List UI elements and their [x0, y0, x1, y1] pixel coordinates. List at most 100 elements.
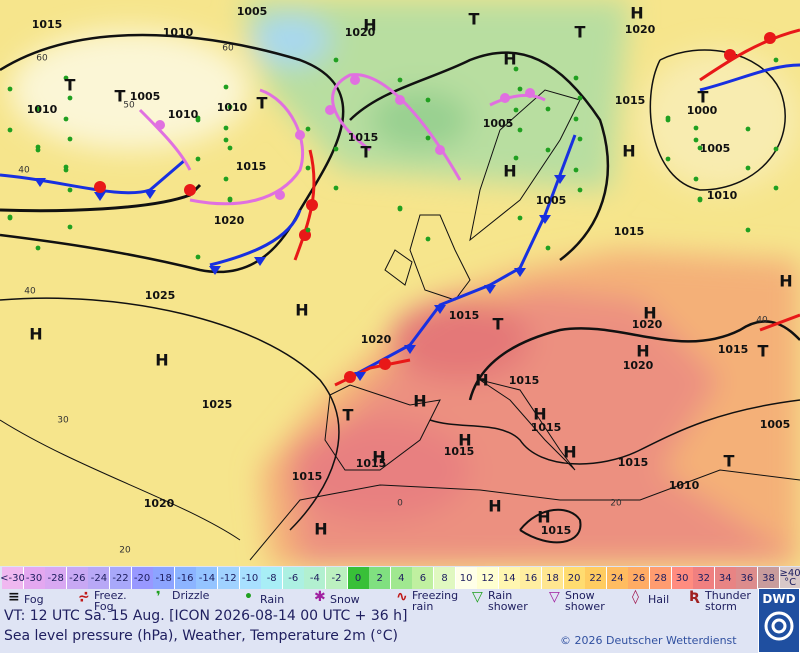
rain-symbol: [573, 116, 579, 122]
rain-symbol: [67, 187, 73, 193]
legend-label: Rain shower: [488, 589, 528, 613]
occlusion-marker: [350, 75, 360, 85]
system-label: T: [115, 87, 126, 106]
rain-symbol: [425, 97, 431, 103]
caption: Sea level pressure (hPa), Weather, Tempe…: [4, 628, 398, 644]
scale-cell: -18: [153, 567, 176, 589]
rain-symbol: [227, 145, 233, 151]
rain-symbol: [305, 227, 311, 233]
pressure-label: 1010: [217, 101, 248, 114]
rain-symbol: [697, 145, 703, 151]
rain-symbol: [223, 84, 229, 90]
system-label: H: [503, 50, 516, 69]
system-label: H: [503, 162, 516, 181]
legend-label: Fog: [24, 593, 44, 606]
rain-symbol: [333, 146, 339, 152]
system-label: T: [343, 406, 354, 425]
cold-front-marker: [209, 266, 221, 275]
warm-front-marker: [94, 181, 106, 193]
rain-symbol: [63, 164, 69, 170]
scale-cell: -4: [304, 567, 327, 589]
scale-cell: 0: [347, 567, 370, 589]
system-label: T: [361, 143, 372, 162]
cold-front-marker: [539, 215, 551, 224]
system-label: H: [363, 16, 376, 35]
scale-cell: 36: [736, 567, 759, 589]
pressure-label: 1015: [356, 457, 387, 470]
legend-label: Freez. Fog: [94, 589, 127, 613]
scale-cell: -12: [218, 567, 240, 589]
weather-symbols: [7, 57, 779, 260]
system-label: T: [575, 23, 586, 42]
rain-symbol: [745, 126, 751, 132]
pressure-label: 1005: [130, 90, 161, 103]
pressure-label: 1020: [214, 214, 245, 227]
scale-cell: -8: [261, 567, 284, 589]
scale-cell: 8: [434, 567, 456, 589]
pressure-label: 1015: [236, 160, 267, 173]
system-label: H: [622, 142, 635, 161]
pressure-label: 1015: [718, 343, 749, 356]
grid-label: 50: [123, 101, 135, 111]
legend-icon: ◊: [632, 589, 639, 605]
grid-label: 40: [18, 166, 30, 176]
pressure-label: 1015: [348, 131, 379, 144]
pressure-label: 1015: [292, 470, 323, 483]
pressure-label: 1025: [145, 289, 176, 302]
system-label: H: [155, 351, 168, 370]
system-label: H: [533, 405, 546, 424]
pressure-label: 1000: [687, 104, 718, 117]
grid-label: 0: [397, 499, 403, 509]
pressure-label: 1015: [618, 456, 649, 469]
legend-icon: ▽: [472, 589, 483, 605]
copyright: © 2026 Deutscher Wetterdienst: [560, 634, 737, 647]
occlusion-marker: [155, 120, 165, 130]
scale-cell: 24: [606, 567, 629, 589]
front-markers: [34, 32, 776, 383]
cold-front-marker: [144, 190, 156, 199]
scale-cell: -28: [45, 567, 68, 589]
rain-symbol: [517, 215, 523, 221]
system-label: H: [372, 448, 385, 467]
scale-cell: 10: [455, 567, 478, 589]
system-label: H: [488, 497, 501, 516]
legend-label: Snow: [330, 593, 360, 606]
logo-icon: [764, 611, 794, 641]
rain-symbol: [545, 245, 551, 251]
rain-symbol: [697, 196, 703, 202]
rain-symbol: [305, 165, 311, 171]
scale-cell: -6: [282, 567, 305, 589]
rain-symbol: [577, 95, 583, 101]
system-label: H: [295, 301, 308, 320]
coastlines: [249, 89, 800, 561]
system-label: T: [698, 88, 709, 107]
system-label: H: [779, 272, 792, 291]
rain-symbol: [513, 107, 519, 113]
cold-front-marker: [484, 285, 496, 294]
pressure-label: 1015: [541, 524, 572, 537]
pressure-label: 1015: [444, 445, 475, 458]
rain-symbol: [7, 214, 13, 220]
scale-cell: -26: [66, 567, 89, 589]
system-label: T: [758, 342, 769, 361]
grid-label: 20: [610, 499, 622, 509]
system-label: T: [469, 10, 480, 29]
grid-label: 40: [24, 287, 36, 297]
legend-icon: ✱: [314, 589, 326, 605]
rain-symbol: [227, 104, 233, 110]
grid-label: 30: [57, 416, 69, 426]
pressure-label: 1005: [760, 418, 791, 431]
legend-icon: ❜: [156, 589, 161, 605]
pressure-label: 1015: [531, 421, 562, 434]
warm-front-marker: [379, 358, 391, 370]
pressure-label: 1005: [483, 117, 514, 130]
pressure-label: 1025: [202, 398, 233, 411]
rain-symbol: [223, 125, 229, 131]
warm-front-marker: [184, 184, 196, 196]
occlusion-marker: [325, 105, 335, 115]
pressure-label: 1020: [144, 497, 175, 510]
system-label: H: [314, 520, 327, 539]
grid-label: 40: [756, 316, 768, 326]
rain-symbol: [693, 137, 699, 143]
